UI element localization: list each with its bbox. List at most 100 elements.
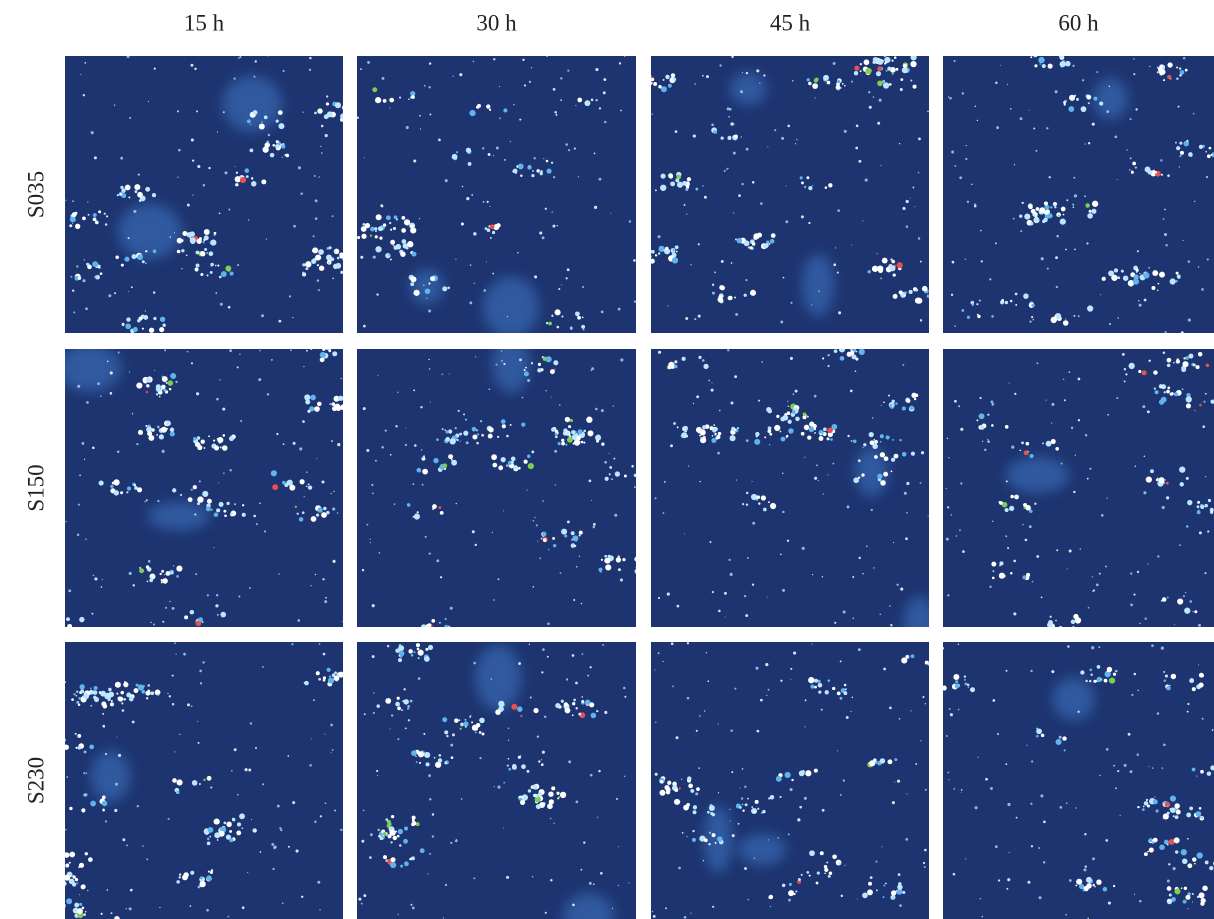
speckle [660,174,665,179]
speckle [587,675,589,677]
speckle [794,893,796,895]
speckle [761,812,763,814]
speckle [79,894,80,895]
speckle [117,194,119,196]
speckle [385,253,390,258]
speckle [522,59,524,61]
speckle [846,716,849,719]
speckle [847,352,852,357]
speckle [1089,669,1092,672]
speckle [1075,617,1081,623]
speckle [881,405,882,406]
speckle [827,474,828,475]
speckle [1159,845,1165,851]
speckle [1163,671,1165,673]
speckle [233,78,235,80]
speckle [127,486,131,490]
speckle [439,754,442,757]
speckle [883,896,885,898]
speckle [823,75,829,81]
speckle [808,82,811,85]
speckle [399,651,405,657]
speckle [221,271,227,277]
speckle [525,367,527,369]
speckle [85,911,87,913]
speckle [306,485,308,487]
speckle [1115,135,1118,138]
speckle [1065,318,1066,319]
speckle [299,517,304,522]
speckle [1167,805,1168,806]
speckle [331,257,335,261]
speckle [172,675,174,677]
speckle [776,415,779,418]
speckle [304,394,310,400]
speckle [894,782,895,783]
speckle [1206,364,1210,368]
speckle [1056,286,1058,288]
speckle [157,500,159,502]
speckle [551,397,552,398]
speckle [401,709,403,711]
speckle [855,370,857,372]
speckle [808,677,814,683]
cloud-blob [1093,78,1128,119]
speckle [331,402,335,406]
speckle [601,443,604,446]
speckle [814,769,818,773]
speckle [444,429,446,431]
speckle [72,200,74,202]
speckle [868,882,872,886]
speckle [600,872,603,875]
speckle [138,430,143,435]
speckle [529,644,530,645]
speckle [637,86,639,88]
speckle [1046,400,1047,401]
speckle [357,236,360,239]
speckle [499,86,500,87]
speckle [968,686,969,687]
speckle [1134,673,1137,676]
speckle [1157,712,1160,715]
speckle [325,134,328,137]
speckle [1162,767,1164,769]
speckle [106,215,108,217]
speckle [358,898,361,901]
speckle [712,435,714,437]
speckle [1007,547,1009,549]
speckle [724,592,727,595]
speckle [595,68,598,71]
speckle [847,435,849,437]
speckle [952,261,955,264]
speckle [458,719,460,721]
speckle [572,904,575,907]
speckle [788,890,794,896]
speckle [235,183,238,186]
speckle [1197,852,1203,858]
speckle [62,904,66,908]
speckle [1070,627,1076,633]
speckle [1093,97,1097,101]
speckle [546,390,547,391]
speckle [170,373,176,379]
speckle [164,349,166,351]
speckle [566,678,568,680]
speckle [411,750,417,756]
speckle [376,770,378,772]
speckle [747,557,749,559]
speckle [566,432,569,435]
speckle [1174,888,1180,894]
speckle [130,889,133,892]
speckle [711,382,712,383]
speckle [432,813,434,815]
speckle [1133,58,1134,59]
speckle [153,317,156,320]
speckle [1024,214,1030,220]
speckle [64,745,69,750]
speckle [883,472,888,477]
speckle [538,792,542,796]
speckle [264,530,266,532]
speckle [913,85,917,89]
speckle [1128,733,1131,736]
speckle [92,261,98,267]
